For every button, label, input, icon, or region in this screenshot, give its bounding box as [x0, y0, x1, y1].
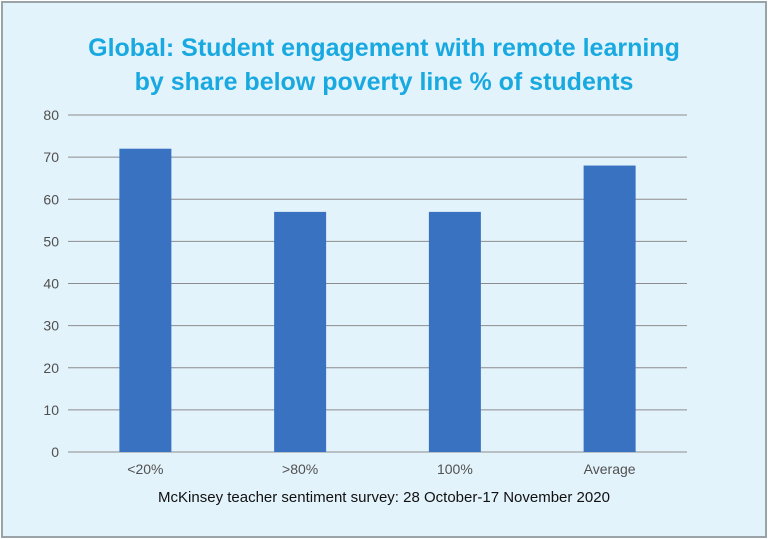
y-tick-label: 70 [43, 149, 59, 165]
chart-title: Global: Student engagement with remote l… [3, 31, 765, 99]
y-tick-label: 60 [43, 191, 59, 207]
source-caption: McKinsey teacher sentiment survey: 28 Oc… [158, 489, 610, 506]
bar-4 [583, 165, 636, 453]
y-tick-label: 40 [43, 276, 59, 292]
x-tick-label: <20% [127, 461, 163, 477]
x-tick-label: 100% [437, 461, 473, 477]
y-tick-label: 80 [43, 107, 59, 123]
y-tick-label: 20 [43, 360, 59, 376]
bar-chart: 0 10 20 30 40 50 60 70 80 <20% >80% 100% Average [43, 107, 687, 477]
x-tick-label: >80% [282, 461, 318, 477]
y-tick-label: 0 [51, 444, 59, 460]
x-axis-ticks: <20% >80% 100% Average [127, 461, 636, 477]
bar-3 [428, 211, 481, 452]
y-axis-ticks: 0 10 20 30 40 50 60 70 80 [43, 107, 59, 460]
chart-title-line-1: Global: Student engagement with remote l… [88, 34, 680, 62]
chart-title-line-2: by share below poverty line % of student… [134, 68, 634, 96]
bars [119, 148, 636, 453]
y-tick-label: 50 [43, 233, 59, 249]
bar-2 [274, 211, 327, 452]
bar-1 [119, 148, 172, 452]
y-tick-label: 30 [43, 318, 59, 334]
y-tick-label: 10 [43, 402, 59, 418]
x-tick-label: Average [584, 461, 636, 477]
